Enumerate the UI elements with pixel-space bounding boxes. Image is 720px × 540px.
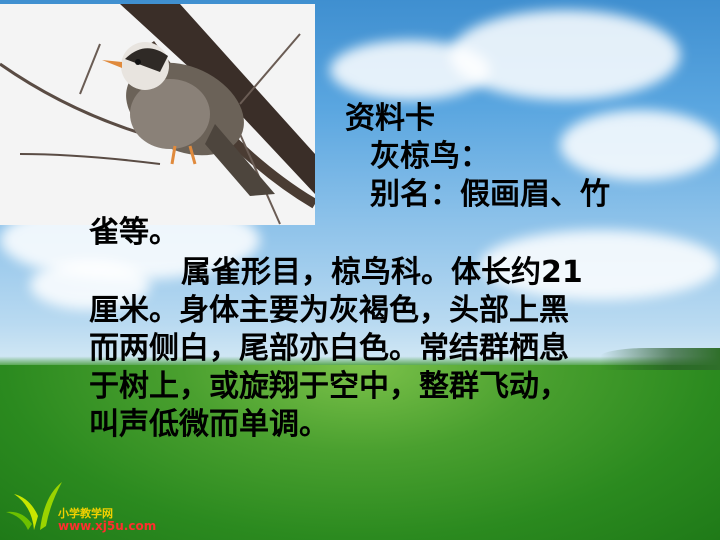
- description-line: 属雀形目，椋鸟科。体长约21: [181, 255, 583, 290]
- cloud: [450, 10, 680, 100]
- horizon-trees: [600, 348, 720, 370]
- description-line: 而两侧白，尾部亦白色。常结群栖息: [89, 331, 569, 366]
- bird-name: 灰椋鸟：: [370, 139, 490, 174]
- grass-field: [0, 365, 720, 540]
- logo-name: 小学教学网: [58, 507, 113, 520]
- logo-url[interactable]: www.xj5u.com: [58, 519, 157, 533]
- cloud: [560, 110, 720, 180]
- bird-photo: [0, 4, 315, 225]
- cloud: [480, 230, 720, 300]
- card-title: 资料卡: [345, 101, 435, 136]
- alias-line-continued: 雀等。: [89, 215, 179, 250]
- info-card-text: 资料卡 灰椋鸟： 别名：假画眉、竹 雀等。 属雀形目，椋鸟科。体长约21 厘米。…: [89, 100, 679, 444]
- sprout-logo-icon: [6, 482, 62, 530]
- description-line: 于树上，或旋翔于空中，整群飞动，: [89, 369, 569, 404]
- description-line: 厘米。身体主要为灰褐色，头部上黑: [89, 293, 569, 328]
- alias-line: 别名：假画眉、竹: [370, 177, 610, 212]
- cloud: [30, 260, 150, 310]
- description-line: 叫声低微而单调。: [89, 407, 329, 442]
